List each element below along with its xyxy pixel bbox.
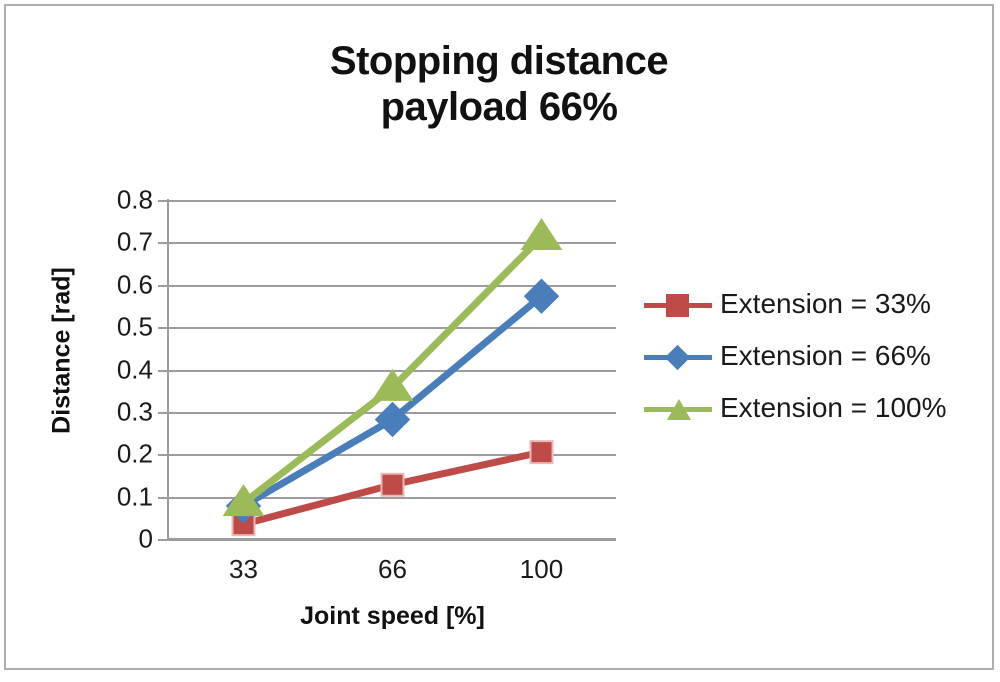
plot-area (169, 200, 616, 541)
gridline (169, 369, 616, 372)
x-axis-tick-label: 100 (519, 554, 564, 584)
chart-title: Stopping distance payload 66% (6, 38, 992, 131)
y-axis-tick-labels: 0.8 0.7 0.6 0.5 0.4 0.3 0.2 0.1 0 (91, 6, 153, 682)
y-axis-tick-label: 0.2 (116, 438, 153, 469)
legend-item-label: Extension = 66% (720, 340, 931, 371)
y-axis-tick-label: 0.4 (116, 354, 153, 384)
y-axis-tick (158, 284, 168, 287)
chart-title-line-1: Stopping distance (329, 39, 669, 83)
x-axis-tick-label: 33 (229, 554, 258, 584)
y-axis-tick (158, 369, 168, 372)
legend-item[interactable]: Extension = 100% (642, 382, 992, 434)
gridline (169, 284, 616, 287)
legend-key (642, 388, 714, 428)
gridline (169, 242, 616, 245)
legend-key (642, 336, 714, 376)
y-axis-tick (158, 454, 168, 457)
gridline (169, 539, 616, 541)
triangle-marker-icon (667, 399, 691, 420)
y-axis-tick (158, 200, 168, 202)
legend-key (642, 284, 714, 324)
y-axis-tick-label: 0.6 (116, 269, 153, 300)
legend-item-label: Extension = 100% (720, 392, 947, 423)
gridline (169, 327, 616, 330)
y-axis-tick-label: 0.3 (116, 396, 153, 427)
x-axis-title: Joint speed [%] (300, 602, 485, 630)
y-axis-tick (158, 411, 168, 414)
legend-item-label: Extension = 33% (720, 288, 931, 319)
y-axis-tick-label: 0.8 (116, 184, 153, 215)
y-axis-tick (158, 327, 168, 330)
legend-item[interactable]: Extension = 33% (642, 278, 992, 330)
square-marker-icon (666, 294, 689, 317)
legend-item[interactable]: Extension = 66% (642, 330, 992, 382)
y-axis-line (167, 199, 169, 541)
y-axis-tick-label: 0.5 (116, 311, 153, 342)
y-axis-tick-label: 0.1 (116, 481, 153, 512)
y-axis-tick (158, 539, 168, 541)
y-axis-tick-label: 0.7 (116, 226, 153, 257)
y-axis-title: Distance [rad] (47, 267, 76, 434)
chart-frame: Stopping distance payload 66% 0.8 0.7 0.6 0… (4, 4, 994, 670)
gridline (169, 496, 616, 499)
gridline (169, 200, 616, 202)
y-axis-tick-label: 0 (138, 523, 153, 554)
x-axis-tick-label: 66 (378, 554, 407, 584)
gridline (169, 454, 616, 457)
y-axis-tick (158, 242, 168, 245)
y-axis-tick (158, 496, 168, 499)
gridline (169, 411, 616, 414)
diamond-marker-icon (664, 344, 691, 371)
chart-title-line-2: payload 66% (380, 85, 618, 130)
chart-legend: Extension = 33% Extension = 66% Extension … (642, 278, 992, 434)
